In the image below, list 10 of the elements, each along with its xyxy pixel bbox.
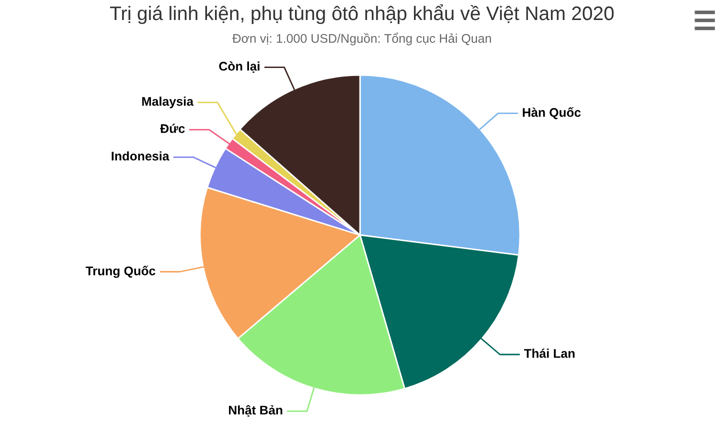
slice-label: Đức xyxy=(160,124,185,134)
slice-label: Indonesia xyxy=(112,151,170,161)
chart-subtitle: Đơn vị: 1.000 USD/Nguồn: Tổng cục Hải Quan xyxy=(232,32,491,46)
slice-label: Malaysia xyxy=(142,96,194,108)
slice-label: Còn lại xyxy=(219,61,260,73)
slice-label: Hàn Quốc xyxy=(522,107,581,120)
slice-label: Trung Quốc xyxy=(86,266,156,278)
slice-label: Nhật Bản xyxy=(228,405,282,417)
chart-title: Trị giá linh kiện, phụ tùng ôtô nhập khẩu về Việt Nam 2020 xyxy=(110,4,614,24)
slice-label: Thái Lan xyxy=(524,348,575,358)
